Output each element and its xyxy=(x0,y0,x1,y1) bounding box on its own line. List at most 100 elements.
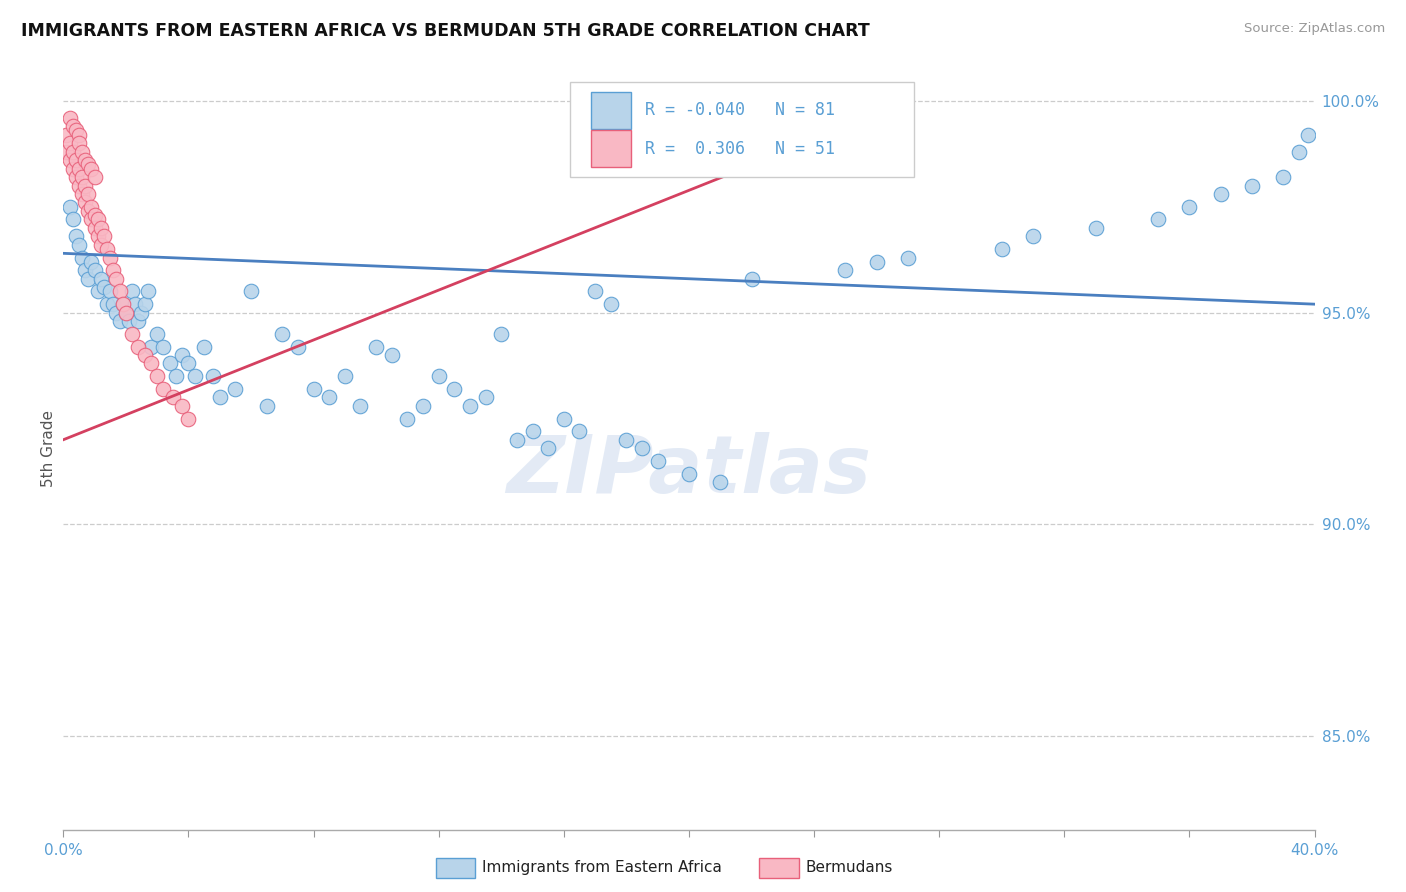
Point xyxy=(75,195,97,210)
Point xyxy=(349,399,371,413)
Point xyxy=(537,441,560,455)
Point xyxy=(62,212,84,227)
Point xyxy=(77,204,100,219)
Point xyxy=(121,326,143,341)
Point xyxy=(58,153,80,168)
Point xyxy=(202,369,225,384)
Text: R =  0.306   N = 51: R = 0.306 N = 51 xyxy=(645,139,835,158)
Point xyxy=(70,169,93,184)
Point xyxy=(159,356,181,370)
Point xyxy=(77,157,100,171)
Text: IMMIGRANTS FROM EASTERN AFRICA VS BERMUDAN 5TH GRADE CORRELATION CHART: IMMIGRANTS FROM EASTERN AFRICA VS BERMUD… xyxy=(21,22,870,40)
Point xyxy=(58,111,80,125)
Point xyxy=(1209,186,1232,201)
Point xyxy=(427,369,450,384)
Point xyxy=(239,285,263,299)
Point xyxy=(146,326,169,341)
Point xyxy=(553,411,575,425)
Point xyxy=(75,153,97,168)
Point xyxy=(65,229,87,244)
Point xyxy=(1178,200,1201,214)
Point xyxy=(616,433,638,447)
Point xyxy=(67,136,90,150)
Y-axis label: 5th Grade: 5th Grade xyxy=(41,409,56,487)
Point xyxy=(1241,178,1264,193)
Point xyxy=(366,339,388,353)
Point xyxy=(177,411,200,425)
Point xyxy=(108,285,131,299)
Point xyxy=(98,251,121,265)
Point xyxy=(631,441,654,455)
Point xyxy=(77,271,100,285)
Point xyxy=(152,339,174,353)
Point xyxy=(67,128,90,142)
Point xyxy=(1272,169,1295,184)
Point xyxy=(115,306,138,320)
Point xyxy=(866,255,889,269)
Point xyxy=(834,263,856,277)
Point xyxy=(115,306,138,320)
Point xyxy=(568,424,591,438)
Point xyxy=(86,285,108,299)
Point xyxy=(75,263,97,277)
Point xyxy=(287,339,309,353)
Point xyxy=(96,297,118,311)
Text: Bermudans: Bermudans xyxy=(806,861,893,875)
Point xyxy=(131,306,153,320)
Point xyxy=(599,297,621,311)
Point xyxy=(90,271,112,285)
Point xyxy=(86,212,108,227)
Point xyxy=(208,390,231,404)
FancyBboxPatch shape xyxy=(569,82,914,178)
Point xyxy=(67,178,90,193)
Point xyxy=(70,145,93,159)
Point xyxy=(90,237,112,252)
Point xyxy=(98,285,121,299)
Point xyxy=(58,136,80,150)
Point xyxy=(271,326,294,341)
Point xyxy=(318,390,340,404)
Point xyxy=(93,229,115,244)
Point xyxy=(86,229,108,244)
Point xyxy=(1022,229,1045,244)
Point xyxy=(522,424,544,438)
Point xyxy=(80,255,103,269)
Point xyxy=(1147,212,1170,227)
Point xyxy=(183,369,205,384)
Point xyxy=(111,297,134,311)
Point xyxy=(177,356,200,370)
Point xyxy=(105,271,128,285)
Point xyxy=(103,297,125,311)
Point xyxy=(152,382,174,396)
Point xyxy=(412,399,434,413)
Point xyxy=(443,382,465,396)
Point xyxy=(1298,128,1320,142)
Point xyxy=(474,390,496,404)
Point xyxy=(65,169,87,184)
Point xyxy=(80,200,103,214)
Point xyxy=(62,145,84,159)
Text: Source: ZipAtlas.com: Source: ZipAtlas.com xyxy=(1244,22,1385,36)
Point xyxy=(897,251,920,265)
Point xyxy=(83,208,105,222)
Text: ZIPatlas: ZIPatlas xyxy=(506,432,872,510)
Point xyxy=(172,348,194,362)
Point xyxy=(491,326,513,341)
Point xyxy=(134,297,156,311)
Point xyxy=(127,314,149,328)
Point xyxy=(224,382,246,396)
Point xyxy=(75,178,97,193)
Point xyxy=(93,280,115,294)
Point xyxy=(65,153,87,168)
Point xyxy=(105,306,128,320)
Point xyxy=(83,220,105,235)
Point xyxy=(136,285,159,299)
Point xyxy=(134,348,156,362)
Point xyxy=(62,161,84,176)
Point xyxy=(67,161,90,176)
Point xyxy=(90,220,112,235)
Point xyxy=(83,263,105,277)
Point xyxy=(127,339,149,353)
Point xyxy=(139,356,162,370)
Point xyxy=(1084,220,1107,235)
